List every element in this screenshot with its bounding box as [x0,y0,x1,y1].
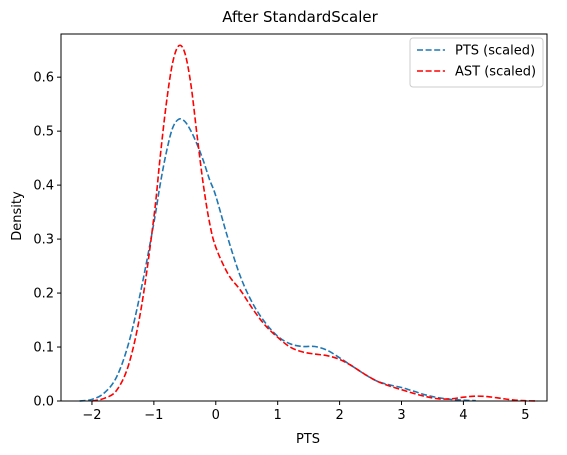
x-axis: −2 −1 0 1 2 3 4 5 [82,401,529,423]
x-axis-label: PTS [296,432,320,447]
x-tick-label: 1 [274,408,282,423]
y-axis: 0.0 0.1 0.2 0.3 0.4 0.5 0.6 [33,71,61,410]
y-tick-label: 0.5 [33,125,54,140]
x-tick-label: 2 [335,408,343,423]
plot-area [79,44,538,402]
plot-frame [60,33,548,402]
legend-label: AST (scaled) [455,65,536,80]
x-tick-label: 0 [212,408,220,423]
x-tick-label: 3 [397,408,405,423]
legend: PTS (scaled) AST (scaled) [409,37,544,88]
y-tick-label: 0.1 [33,341,54,356]
y-tick-label: 0.0 [33,395,54,410]
series-line-2 [91,44,538,402]
series-line-1 [79,118,476,402]
y-tick-label: 0.2 [33,287,54,302]
chart-title: After StandardScaler [222,8,378,26]
legend-label: PTS (scaled) [455,44,535,59]
y-tick-label: 0.6 [33,71,54,86]
x-tick-label: −2 [82,408,101,423]
x-tick-label: 5 [521,408,529,423]
y-tick-label: 0.4 [33,179,54,194]
y-axis-label: Density [10,191,25,241]
x-tick-label: −1 [144,408,163,423]
y-tick-label: 0.3 [33,233,54,248]
x-tick-label: 4 [459,408,467,423]
